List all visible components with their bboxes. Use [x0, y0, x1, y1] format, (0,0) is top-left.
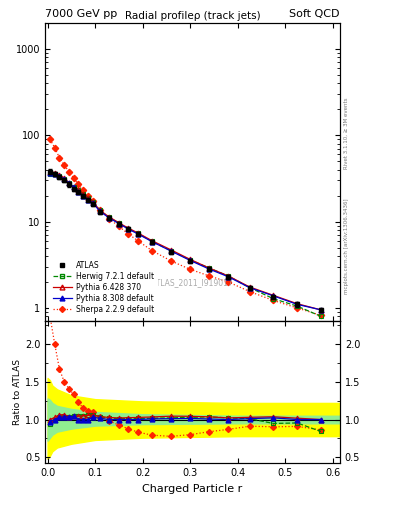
X-axis label: Charged Particle r: Charged Particle r — [142, 484, 243, 494]
Legend: ATLAS, Herwig 7.2.1 default, Pythia 6.428 370, Pythia 8.308 default, Sherpa 2.2.: ATLAS, Herwig 7.2.1 default, Pythia 6.42… — [49, 257, 158, 317]
Text: 7000 GeV pp: 7000 GeV pp — [45, 9, 118, 19]
Y-axis label: Ratio to ATLAS: Ratio to ATLAS — [13, 359, 22, 425]
Text: ATLAS_2011_I919017: ATLAS_2011_I919017 — [152, 278, 233, 287]
Title: Radial profileρ (track jets): Radial profileρ (track jets) — [125, 11, 261, 21]
Text: Rivet 3.1.10, ≥ 3M events: Rivet 3.1.10, ≥ 3M events — [344, 97, 349, 169]
Text: mcplots.cern.ch [arXiv:1306.3436]: mcplots.cern.ch [arXiv:1306.3436] — [344, 198, 349, 293]
Text: Soft QCD: Soft QCD — [290, 9, 340, 19]
